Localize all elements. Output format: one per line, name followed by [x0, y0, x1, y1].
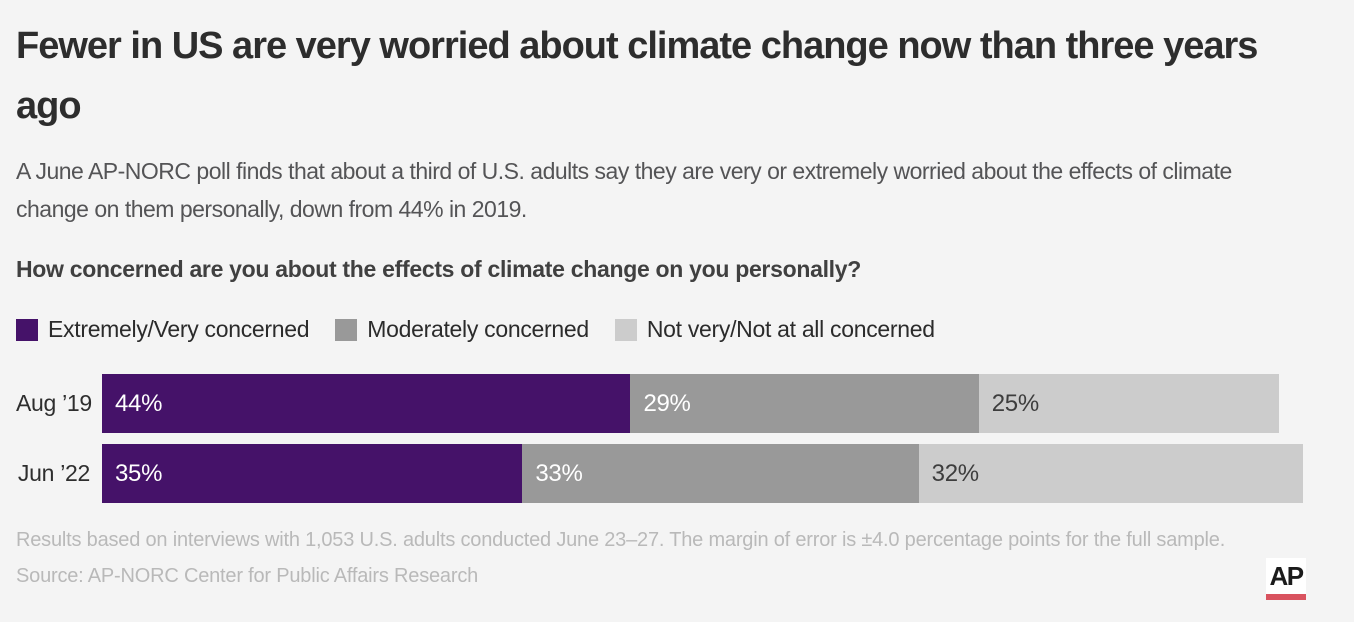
bar-segment: 35%	[102, 444, 523, 503]
bar-segment: 29%	[630, 374, 979, 433]
source-line: Source: AP-NORC Center for Public Affair…	[16, 565, 479, 587]
bar-value-label: 35%	[115, 459, 163, 487]
legend-swatch	[16, 318, 38, 341]
legend-label: Moderately concerned	[367, 316, 589, 342]
ap-logo-text: AP	[1269, 560, 1304, 591]
subtitle: A June AP-NORC poll finds that about a t…	[16, 152, 1338, 228]
ap-logo-box: AP	[1266, 558, 1306, 594]
methodology-note: Results based on interviews with 1,053 U…	[16, 529, 1226, 551]
row-label: Jun ’22	[17, 460, 90, 486]
legend-swatch	[335, 318, 358, 341]
bar-track: 44% 29% 25%	[102, 374, 1303, 433]
bar-segment: 44%	[102, 374, 631, 433]
ap-logo: AP	[1266, 558, 1306, 600]
question-heading: How concerned are you about the effects …	[16, 256, 861, 282]
bar-track: 35% 33% 32%	[102, 444, 1303, 503]
title-line-1: Fewer in US are very worried about clima…	[16, 25, 1258, 67]
legend-item: Extremely/Very concerned	[16, 316, 310, 343]
row-label: Aug ’19	[16, 390, 92, 416]
legend-item: Not very/Not at all concerned	[614, 316, 935, 343]
subtitle-line-2: change on them personally, down from 44%…	[16, 196, 527, 222]
bar-row: Jun ’22 35% 33% 32%	[16, 444, 1303, 503]
bar-row: Aug ’19 44% 29% 25%	[16, 374, 1303, 433]
bar-value-label: 44%	[115, 389, 163, 417]
subtitle-line-1: A June AP-NORC poll finds that about a t…	[16, 158, 1232, 184]
bar-value-label: 32%	[931, 459, 979, 487]
bar-segment: 25%	[978, 374, 1279, 433]
title-line-2: ago	[16, 85, 82, 127]
page-title: Fewer in US are very worried about clima…	[16, 16, 1338, 136]
chart-legend: Extremely/Very concerned Moderately conce…	[16, 316, 1338, 343]
bar-segment: 33%	[522, 444, 919, 503]
legend-swatch	[614, 318, 637, 341]
ap-logo-red-bar	[1266, 594, 1306, 600]
bar-value-label: 25%	[991, 389, 1039, 417]
bar-value-label: 33%	[535, 459, 583, 487]
legend-label: Not very/Not at all concerned	[646, 316, 935, 342]
bar-segment: 32%	[918, 444, 1303, 503]
legend-label: Extremely/Very concerned	[48, 316, 310, 342]
stacked-bar-chart: Aug ’19 44% 29% 25% Jun ’22 35% 33% 32%	[16, 374, 1303, 503]
bar-value-label: 29%	[643, 389, 691, 417]
legend-item: Moderately concerned	[335, 316, 589, 343]
